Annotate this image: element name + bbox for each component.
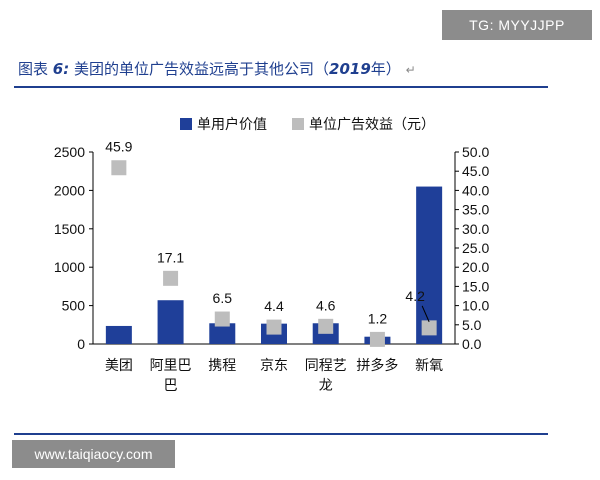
category-label: 京东 [260,358,288,374]
data-label: 1.2 [368,310,388,326]
category-label: 同程艺 [305,358,347,374]
right-tick-label: 15.0 [462,278,489,294]
category-label: 龙 [319,378,333,394]
marker-4 [266,319,282,335]
left-tick-label: 2500 [54,144,85,160]
legend-label-bar: 单用户价值 [197,116,267,133]
figure-title-number: 6: [52,60,70,78]
data-label: 6.5 [213,290,233,306]
right-tick-label: 25.0 [462,240,489,256]
legend-swatch-bar [180,118,192,130]
right-tick-label: 20.0 [462,259,489,275]
left-tick-label: 1000 [54,259,85,275]
left-tick-label: 2000 [54,182,85,198]
left-tick-label: 1500 [54,221,85,237]
data-label: 17.1 [157,249,184,265]
marker-3 [214,311,230,327]
right-tick-label: 10.0 [462,298,489,314]
right-tick-label: 35.0 [462,202,489,218]
right-tick-label: 5.0 [462,317,482,333]
marker-7 [421,320,437,336]
figure-title-suffix: 年） [370,60,401,78]
paragraph-mark: ↵ [405,63,416,77]
bar-7 [416,186,443,344]
marker-5 [318,318,334,334]
top-rule [14,86,548,88]
figure-title-year: 2019 [329,60,371,78]
data-label: 45.9 [105,139,132,155]
right-tick-label: 45.0 [462,163,489,179]
category-label: 美团 [105,358,133,374]
bottom-rule [14,433,548,435]
right-tick-label: 40.0 [462,182,489,198]
watermark-bottom: www.taiqiaocy.com [12,440,175,468]
category-label: 新氧 [415,358,443,374]
figure-title-text: 美团的单位广告效益远高于其他公司（ [74,60,330,78]
bar-3 [209,323,236,344]
bar-2 [157,300,184,344]
watermark-top: TG: MYYJJPP [442,10,592,40]
bar-1 [105,325,132,344]
data-label-leader [421,305,430,323]
legend-label-marker: 单位广告效益（元） [309,117,435,133]
marker-2 [163,270,179,286]
right-tick-label: 50.0 [462,144,489,160]
data-label: 4.6 [316,297,336,313]
marker-6 [369,331,385,347]
legend-swatch-marker [292,118,304,130]
left-tick-label: 500 [62,298,86,314]
figure-title: 图表 6: 美团的单位广告效益远高于其他公司（2019年） ↵ [18,58,416,79]
category-label: 阿里巴 [150,358,192,374]
data-label: 4.2 [405,288,425,304]
marker-1 [111,160,127,176]
category-label: 携程 [208,358,236,374]
category-label: 巴 [164,378,178,394]
left-tick-label: 0 [77,336,85,352]
right-tick-label: 30.0 [462,221,489,237]
category-label: 拼多多 [356,357,398,374]
right-tick-label: 0.0 [462,336,482,352]
data-label: 4.4 [264,298,284,314]
figure-title-prefix: 图表 [18,60,49,78]
